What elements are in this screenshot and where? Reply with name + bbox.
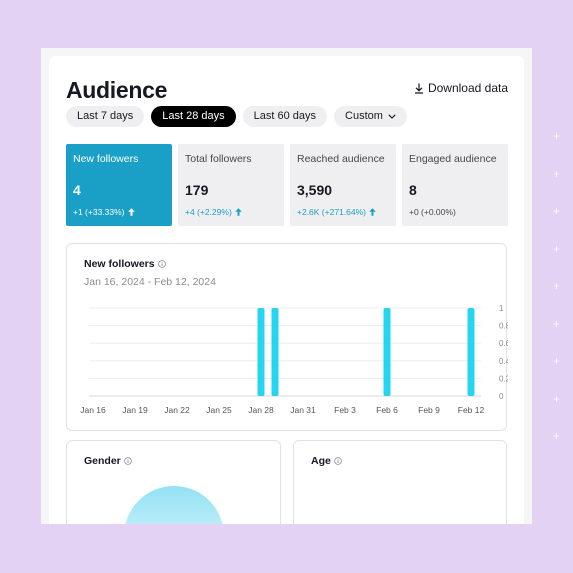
decor-plus: +: [553, 129, 561, 143]
metric-change: +2.6K (+271.64%): [297, 207, 376, 217]
decor-plus: +: [553, 242, 561, 256]
chart-date-range: Jan 16, 2024 - Feb 12, 2024: [84, 276, 216, 288]
date-range-label: Last 7 days: [77, 110, 134, 122]
x-tick-label: Feb 12: [458, 405, 485, 415]
metric-cards: New followers 4 +1 (+33.33%) Total follo…: [66, 144, 508, 226]
metric-card-total-followers[interactable]: Total followers 179 +4 (+2.29%): [178, 144, 284, 226]
download-data-label: Download data: [427, 81, 508, 95]
page-title: Audience: [66, 77, 168, 103]
metric-label: New followers: [73, 153, 139, 165]
metric-value: 179: [185, 182, 209, 198]
chart-bar[interactable]: [271, 308, 279, 396]
chart-bar[interactable]: [383, 308, 391, 396]
metric-change: +0 (+0.00%): [409, 207, 456, 217]
chart-title-text: New followers: [84, 258, 155, 270]
decor-plus: +: [553, 429, 561, 443]
gender-card: Gender: [66, 440, 281, 524]
date-range-label: Last 60 days: [253, 110, 317, 122]
x-tick-label: Jan 31: [290, 405, 316, 415]
metric-card-engaged-audience[interactable]: Engaged audience 8 +0 (+0.00%): [402, 144, 508, 226]
x-tick-label: Feb 6: [376, 405, 398, 415]
metric-change-text: +4 (+2.29%): [185, 207, 232, 217]
metric-value: 8: [409, 182, 417, 198]
age-card: Age: [293, 440, 507, 524]
metric-card-new-followers[interactable]: New followers 4 +1 (+33.33%): [66, 144, 172, 226]
age-title: Age: [311, 455, 342, 467]
download-icon: [414, 83, 423, 94]
arrow-up-icon: [369, 208, 376, 216]
decor-plus: +: [553, 392, 561, 406]
info-icon[interactable]: [334, 457, 342, 465]
metric-change-text: +2.6K (+271.64%): [297, 207, 366, 217]
decor-plus: +: [553, 279, 561, 293]
date-range-selector: Last 7 days Last 28 days Last 60 days Cu…: [66, 106, 407, 127]
x-tick-label: Jan 22: [164, 405, 190, 415]
x-tick-label: Feb 9: [418, 405, 440, 415]
new-followers-chart-card: New followers Jan 16, 2024 - Feb 12, 202…: [66, 243, 508, 431]
metric-change: +1 (+33.33%): [73, 207, 135, 217]
arrow-up-icon: [234, 208, 242, 216]
decor-plus: +: [553, 167, 561, 181]
info-icon[interactable]: [157, 260, 166, 268]
metric-label: Engaged audience: [409, 153, 497, 165]
age-title-text: Age: [311, 455, 331, 467]
arrow-up-icon: [127, 208, 135, 216]
y-tick-label: 0.2: [499, 374, 508, 383]
metric-value: 3,590: [297, 182, 333, 198]
decor-plus: +: [553, 354, 561, 368]
x-tick-label: Jan 16: [80, 405, 106, 415]
y-tick-label: 0: [499, 392, 504, 401]
date-range-last-60-days[interactable]: Last 60 days: [242, 106, 328, 127]
metric-change: +4 (+2.29%): [185, 207, 242, 217]
x-tick-label: Jan 19: [122, 405, 148, 415]
metric-value: 4: [73, 182, 81, 198]
date-range-label: Custom: [345, 110, 383, 122]
date-range-custom-dropdown[interactable]: Custom: [334, 106, 407, 127]
chevron-down-icon: [388, 114, 396, 119]
metric-change-text: +1 (+33.33%): [73, 207, 125, 217]
x-tick-label: Jan 25: [206, 405, 232, 415]
gender-title: Gender: [84, 455, 132, 467]
chart-bar[interactable]: [257, 308, 265, 396]
metric-label: Total followers: [185, 153, 252, 165]
x-tick-label: Jan 28: [248, 405, 274, 415]
new-followers-bar-chart: 1 0.8 0.6 0.4 0.2 0 Jan 16 Jan 19 Jan 22 Jan 25 Ja…: [80, 304, 508, 415]
metric-label: Reached audience: [297, 153, 385, 165]
date-range-label: Last 28 days: [162, 110, 225, 122]
x-tick-label: Feb 3: [334, 405, 356, 415]
y-tick-label: 0.8: [499, 322, 508, 331]
gender-title-text: Gender: [84, 455, 121, 467]
screenshot-frame: Audience Download data Last 7 days Last …: [41, 48, 532, 524]
download-data-button[interactable]: Download data: [414, 81, 508, 95]
date-range-last-7-days[interactable]: Last 7 days: [66, 106, 145, 127]
metric-change-text: +0 (+0.00%): [409, 207, 456, 217]
y-tick-label: 0.6: [499, 339, 508, 348]
date-range-last-28-days[interactable]: Last 28 days: [151, 106, 236, 127]
audience-panel: Audience Download data Last 7 days Last …: [49, 56, 524, 524]
y-tick-label: 1: [499, 304, 504, 313]
chart-title: New followers: [84, 258, 166, 270]
decor-plus: +: [553, 204, 561, 218]
chart-bar[interactable]: [467, 308, 475, 396]
y-tick-label: 0.4: [499, 357, 508, 366]
info-icon[interactable]: [123, 457, 132, 465]
decor-plus: +: [553, 317, 561, 331]
gender-donut-chart: [124, 486, 224, 524]
metric-card-reached-audience[interactable]: Reached audience 3,590 +2.6K (+271.64%): [290, 144, 396, 226]
